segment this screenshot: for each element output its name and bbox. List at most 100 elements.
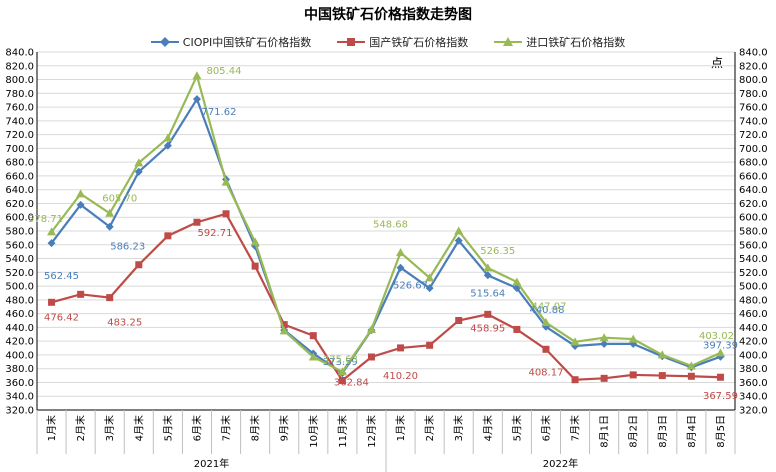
- y-tick-label-right: 780.0: [739, 89, 768, 100]
- data-label: 586.23: [110, 242, 145, 253]
- data-point: [600, 339, 609, 348]
- data-point: [47, 239, 56, 248]
- x-tick-label: 2月末: [74, 415, 87, 441]
- data-point: [76, 189, 86, 198]
- data-point: [628, 334, 638, 343]
- y-tick-label-right: 600.0: [739, 213, 768, 224]
- legend-label-imported: 进口铁矿石价格指数: [526, 36, 626, 49]
- x-tick-label: 9月末: [278, 415, 291, 441]
- y-tick-label-left: 620.0: [5, 199, 34, 210]
- series-0: [47, 95, 725, 378]
- legend-marker-imported-icon: [494, 37, 523, 46]
- data-label: 458.95: [470, 323, 505, 334]
- legend-item-ciopi[interactable]: CIOPI中国铁矿石价格指数: [150, 34, 312, 50]
- data-point: [280, 321, 288, 329]
- y-tick-label-right: 620.0: [739, 199, 768, 210]
- data-point: [163, 141, 172, 150]
- y-tick-label-right: 460.0: [739, 309, 768, 320]
- data-point: [48, 298, 56, 306]
- data-label: 373.59: [323, 357, 358, 368]
- data-point: [657, 350, 667, 359]
- data-label: 592.71: [197, 228, 232, 239]
- y-tick-label-left: 640.0: [5, 185, 34, 196]
- y-tick-label-left: 720.0: [5, 130, 34, 141]
- data-point: [599, 333, 609, 342]
- x-tick-label: 2月末: [423, 415, 436, 441]
- data-point: [570, 337, 580, 346]
- data-point: [454, 226, 464, 235]
- chart-title: 中国铁矿石价格指数走势图: [304, 7, 472, 23]
- y-tick-label-left: 460.0: [5, 309, 34, 320]
- x-tick-label: 6月末: [539, 415, 552, 441]
- gridlines: [37, 51, 735, 411]
- x-tick-label: 4月末: [132, 415, 145, 441]
- data-point: [396, 248, 406, 257]
- y-tick-label-left: 440.0: [5, 323, 34, 334]
- data-label: 410.20: [383, 371, 418, 382]
- x-tick-label: 7月末: [220, 415, 233, 441]
- data-label: 447.07: [531, 302, 566, 313]
- data-point: [135, 261, 143, 269]
- y-tick-label-left: 760.0: [5, 103, 34, 114]
- legend-marker-ciopi-icon: [150, 37, 179, 47]
- series-1: [48, 210, 724, 385]
- y-tick-label-right: 680.0: [739, 158, 768, 169]
- y-tick-label-right: 640.0: [739, 185, 768, 196]
- y-tick-label-right: 720.0: [739, 130, 768, 141]
- data-point: [687, 372, 695, 380]
- x-tick-label: 5月末: [161, 415, 174, 441]
- y-tick-label-left: 660.0: [5, 171, 34, 182]
- x-tick-label: 1月末: [394, 415, 407, 441]
- data-point: [455, 317, 463, 324]
- data-point: [105, 222, 114, 231]
- legend-label-ciopi: CIOPI中国铁矿石价格指数: [182, 36, 312, 49]
- data-label: 408.17: [528, 367, 563, 378]
- y-tick-label-left: 320.0: [5, 406, 34, 417]
- x-tick-label: 12月末: [365, 415, 378, 448]
- data-point: [76, 200, 85, 209]
- y-tick-label-left: 600.0: [5, 213, 34, 224]
- data-label: 483.25: [107, 318, 142, 329]
- x-tick-label: 6月末: [190, 415, 203, 441]
- right-axis-unit: 点: [711, 56, 724, 70]
- year-group-label: 2021年: [194, 457, 229, 470]
- data-label: 515.64: [470, 288, 505, 299]
- data-point: [338, 377, 346, 385]
- y-tick-label-right: 560.0: [739, 240, 768, 251]
- data-point: [397, 344, 405, 352]
- y-tick-label-left: 740.0: [5, 116, 34, 127]
- data-point: [512, 277, 522, 286]
- legend-item-imported[interactable]: 进口铁矿石价格指数: [494, 34, 625, 50]
- data-point: [309, 332, 317, 340]
- y-tick-label-right: 540.0: [739, 254, 768, 265]
- data-label: 397.39: [703, 341, 738, 352]
- data-point: [221, 177, 231, 186]
- data-point: [484, 310, 492, 318]
- legend-item-domestic[interactable]: 国产铁矿石价格指数: [337, 34, 468, 50]
- x-tick-label: 3月末: [103, 415, 116, 441]
- data-point: [337, 367, 347, 376]
- data-point: [629, 371, 637, 379]
- data-point: [106, 294, 114, 302]
- y-tick-label-left: 500.0: [5, 282, 34, 293]
- data-point: [77, 290, 85, 298]
- data-point: [425, 284, 434, 293]
- data-label: 375.63: [323, 355, 358, 366]
- y-tick-label-left: 480.0: [5, 295, 34, 306]
- y-tick-label-right: 360.0: [739, 378, 768, 389]
- data-point: [163, 133, 173, 142]
- data-point: [105, 208, 115, 217]
- data-point: [134, 158, 144, 167]
- data-label: 805.44: [206, 66, 241, 77]
- y-tick-label-right: 380.0: [739, 364, 768, 375]
- data-point: [426, 341, 434, 349]
- data-point: [308, 352, 318, 361]
- legend-label-domestic: 国产铁矿石价格指数: [369, 36, 469, 49]
- x-tick-label: 8月5日: [715, 415, 727, 448]
- data-point: [600, 374, 608, 382]
- y-tick-label-right: 840.0: [739, 48, 768, 59]
- y-tick-label-left: 340.0: [5, 392, 34, 403]
- y-tick-label-right: 800.0: [739, 75, 768, 86]
- y-tick-label-right: 520.0: [739, 268, 768, 279]
- y-tick-label-right: 480.0: [739, 295, 768, 306]
